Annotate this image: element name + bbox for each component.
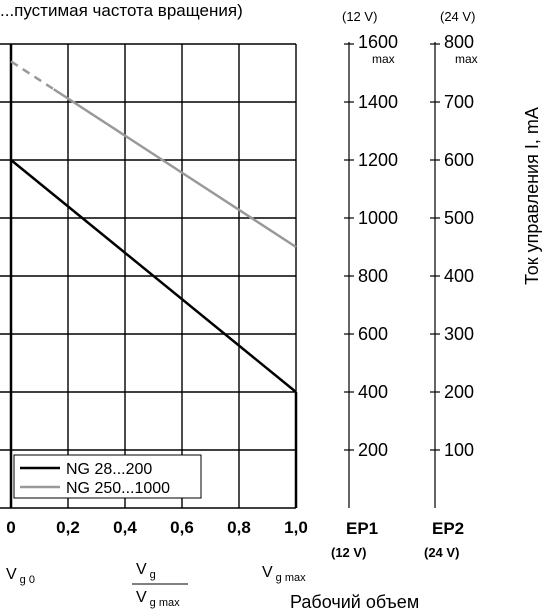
ep2-header: (24 V) — [440, 9, 475, 24]
legend-label-ng250: NG 250...1000 — [66, 480, 170, 497]
axis-tick-label: 500 — [444, 208, 474, 228]
series-ng250-dashed — [10, 60, 55, 91]
axis-tick-label: 100 — [444, 440, 474, 460]
ep2-name: EP2 — [432, 519, 464, 538]
axis-tick-label: 1600 — [358, 32, 398, 52]
legend-label-ng28: NG 28...200 — [66, 461, 152, 478]
axis-tick-label: 1200 — [358, 150, 398, 170]
axis-tick-label: 700 — [444, 92, 474, 112]
axis-max-label: max — [372, 52, 395, 66]
series-layer — [9, 44, 298, 508]
x-tick-label: 0 — [6, 518, 15, 537]
x-tick-label: 0,2 — [56, 518, 80, 537]
axis-tick-label: 400 — [358, 382, 388, 402]
axis-tick-label: 800 — [358, 266, 388, 286]
axis-tick-label: 200 — [358, 440, 388, 460]
ep1-header: (12 V) — [342, 9, 377, 24]
axis-tick-label: 400 — [444, 266, 474, 286]
axis-tick-label: 600 — [444, 150, 474, 170]
axis-tick-label: 600 — [358, 324, 388, 344]
ep1-footer: (12 V) — [331, 545, 366, 560]
x-tick-label: 1,0 — [284, 518, 308, 537]
ep2-footer: (24 V) — [424, 545, 459, 560]
axis-tick-label: 300 — [444, 324, 474, 344]
x-tick-label: 0,4 — [113, 518, 137, 537]
series-ng250-line — [53, 88, 297, 249]
legend-box — [13, 454, 202, 499]
y-axis-label: Ток управления I, mA — [522, 107, 542, 285]
legend: NG 28...200 NG 250...1000 — [13, 454, 202, 499]
x-axis-label: Рабочий объем — [290, 592, 419, 612]
axis-tick-label: 1400 — [358, 92, 398, 112]
x-tick-label: 0,8 — [227, 518, 251, 537]
x-tick-label: 0,6 — [170, 518, 194, 537]
axis-tick-label: 1000 — [358, 208, 398, 228]
grid — [0, 43, 297, 509]
series-ng28-line — [10, 159, 297, 393]
axis-max-label: max — [455, 52, 478, 66]
axis-tick-label: 200 — [444, 382, 474, 402]
x-tick-labels: 0 0,2 0,4 0,6 0,8 1,0 — [6, 518, 308, 537]
ep1-name: EP1 — [346, 519, 378, 538]
axis-tick-label: 800 — [444, 32, 474, 52]
chart-title: ...пустимая частота вращения) — [0, 1, 243, 20]
